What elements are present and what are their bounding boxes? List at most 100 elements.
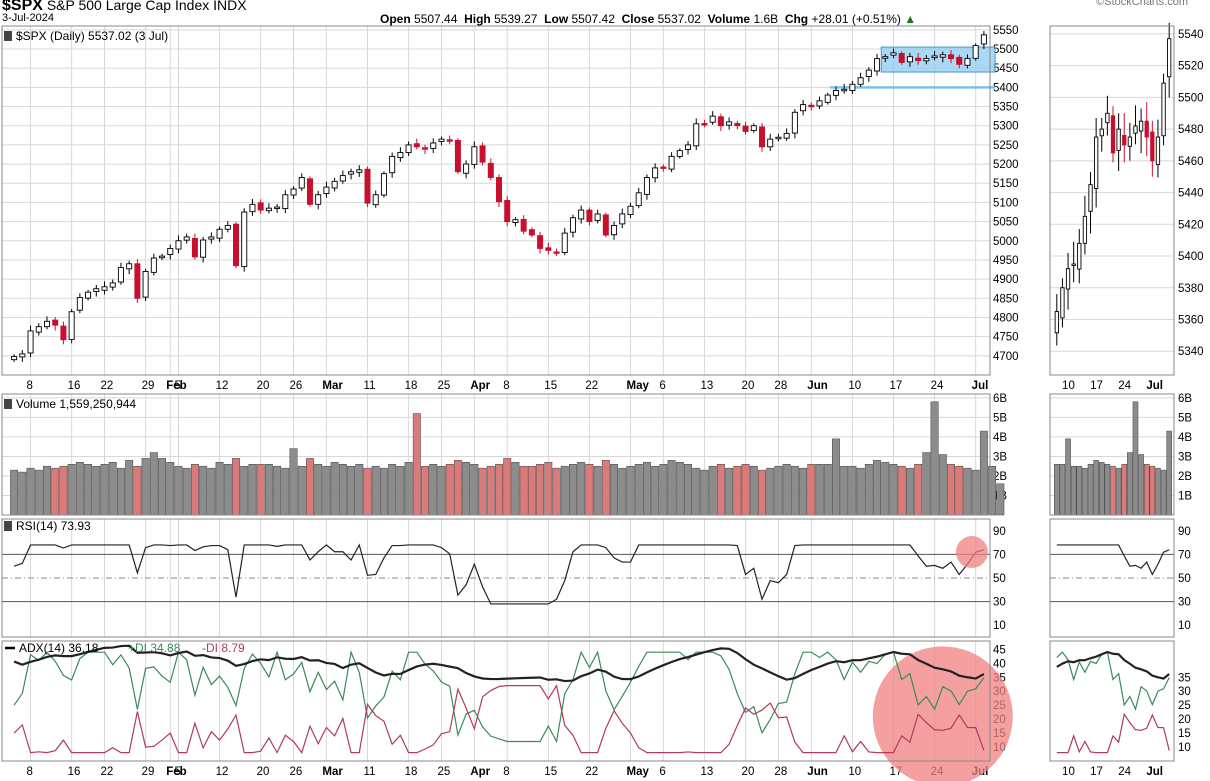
volume-bar <box>733 465 742 516</box>
volume-bar <box>741 464 750 516</box>
volume-y-tick-label: 5B <box>993 412 1007 424</box>
volume-bar <box>379 467 388 516</box>
volume-bar <box>10 469 19 516</box>
chart-title: $SPX S&P 500 Large Cap Index INDX <box>2 0 247 15</box>
inset-price-y-tick-label: 5440 <box>1178 188 1204 200</box>
volume-bar <box>248 464 257 516</box>
candle-body <box>528 229 535 236</box>
volume-bar <box>692 467 701 516</box>
adx-x-tick-label: 13 <box>700 766 713 778</box>
adx-x-tick-label: 5 <box>174 766 180 778</box>
volume-bar <box>938 454 947 516</box>
volume-bar <box>610 464 619 516</box>
inset-volume-bar <box>1143 464 1150 516</box>
candle-body <box>561 232 568 254</box>
volume-bar <box>659 464 668 516</box>
price-y-tick-label: 5150 <box>993 178 1019 190</box>
volume-bar <box>675 462 684 516</box>
price-x-tick-label: Apr <box>470 380 490 392</box>
volume-bar <box>569 464 577 516</box>
volume-bar <box>223 464 232 516</box>
volume-bar <box>486 465 495 516</box>
volume-bar <box>330 462 339 516</box>
volume-bar <box>388 464 397 516</box>
adx-x-tick-label: 12 <box>216 766 229 778</box>
volume-bar <box>667 460 676 516</box>
price-x-tick-label: 24 <box>931 380 944 392</box>
candle-body <box>537 235 544 249</box>
candle-body <box>282 194 289 210</box>
candle-body <box>652 167 659 179</box>
candle-body <box>298 177 305 189</box>
adx-x-tick-label: 26 <box>290 766 303 778</box>
candle-body <box>980 34 987 45</box>
price-x-tick-label: 10 <box>848 380 861 392</box>
inset-candle-body <box>1161 82 1166 137</box>
candle-body <box>627 205 634 215</box>
rsi-y-tick-label: 70 <box>993 549 1006 561</box>
candle-body <box>832 89 839 96</box>
inset-adx-line <box>1056 650 1170 680</box>
inset-price-x-tick-label: 17 <box>1090 380 1103 392</box>
plus-di-line <box>13 649 985 744</box>
candle-body <box>109 282 116 288</box>
inset-price-y-tick-label: 5360 <box>1178 314 1204 326</box>
adx-x-tick-label: Apr <box>470 766 490 778</box>
high-label: High <box>464 12 491 26</box>
volume-bar <box>840 465 849 516</box>
volume-bar <box>626 465 635 516</box>
volume-bar <box>59 465 68 516</box>
candle-body <box>438 138 445 142</box>
inset-price-y-tick-label: 5400 <box>1178 251 1204 263</box>
inset-adx-x-tick-label: Jul <box>1146 766 1163 778</box>
index-name: S&P 500 Large Cap Index <box>46 0 210 13</box>
volume-bar <box>807 464 816 516</box>
open-label: Open <box>380 12 411 26</box>
volume-bar <box>256 464 265 516</box>
rsi-y-tick-label: 50 <box>993 573 1006 585</box>
volume-bar <box>601 460 610 516</box>
candle-body <box>405 144 412 154</box>
candle-body <box>701 123 708 126</box>
volume-bar <box>815 464 824 516</box>
volume-bar <box>716 464 725 516</box>
candle-body <box>200 239 207 258</box>
inset-volume-y-tick-label: 2B <box>1178 471 1192 483</box>
candle-body <box>430 142 437 149</box>
inset-volume-bar <box>1104 464 1111 516</box>
candle-body <box>85 291 92 299</box>
volume-bar <box>873 460 881 516</box>
candle-body <box>611 224 618 236</box>
adx-x-tick-label: 6 <box>659 766 665 778</box>
volume-bar <box>758 469 766 516</box>
volume-bar <box>363 467 372 516</box>
inset-candle-body <box>1060 287 1065 319</box>
candle-body <box>159 255 166 259</box>
rsi-line <box>13 543 985 605</box>
candle-body <box>964 58 971 66</box>
volume-bar <box>281 467 290 516</box>
chart-date: 3-Jul-2024 <box>2 12 54 24</box>
volume-y-tick-label: 2B <box>993 471 1007 483</box>
inset-volume-bar <box>1059 464 1066 516</box>
inset-volume-bar <box>1070 465 1077 516</box>
inset-candle-body <box>1065 268 1071 290</box>
inset-adx-x-tick-label: 24 <box>1118 766 1131 778</box>
volume-bar <box>930 401 939 516</box>
volume-bar <box>511 462 520 516</box>
inset-volume-bar <box>1065 438 1071 516</box>
price-y-tick-label: 5250 <box>993 140 1019 152</box>
inset-volume-bar <box>1121 464 1128 516</box>
rsi-y-tick-label: 30 <box>993 597 1006 609</box>
rsi-highlight-circle <box>955 536 988 569</box>
price-x-tick-label: 13 <box>700 380 713 392</box>
low-label: Low <box>544 12 569 26</box>
inset-price-y-tick-label: 5420 <box>1178 219 1204 231</box>
volume-bar <box>26 467 35 516</box>
adx-y-tick-label: 45 <box>993 644 1006 656</box>
candle-body <box>479 145 486 163</box>
inset-candle-body <box>1088 184 1093 212</box>
low-value: 5507.42 <box>571 12 615 26</box>
volume-bar <box>848 465 857 516</box>
volume-bar <box>782 464 791 516</box>
